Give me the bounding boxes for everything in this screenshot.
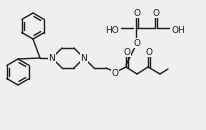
- Text: N: N: [81, 54, 87, 63]
- Text: N: N: [49, 54, 55, 63]
- Text: O: O: [133, 8, 140, 18]
- Text: O: O: [111, 69, 118, 77]
- Text: O: O: [152, 8, 159, 18]
- Text: OH: OH: [172, 25, 186, 34]
- Text: O: O: [133, 38, 140, 47]
- Text: O: O: [124, 47, 130, 57]
- Text: O: O: [145, 47, 152, 57]
- Text: HO: HO: [105, 25, 119, 34]
